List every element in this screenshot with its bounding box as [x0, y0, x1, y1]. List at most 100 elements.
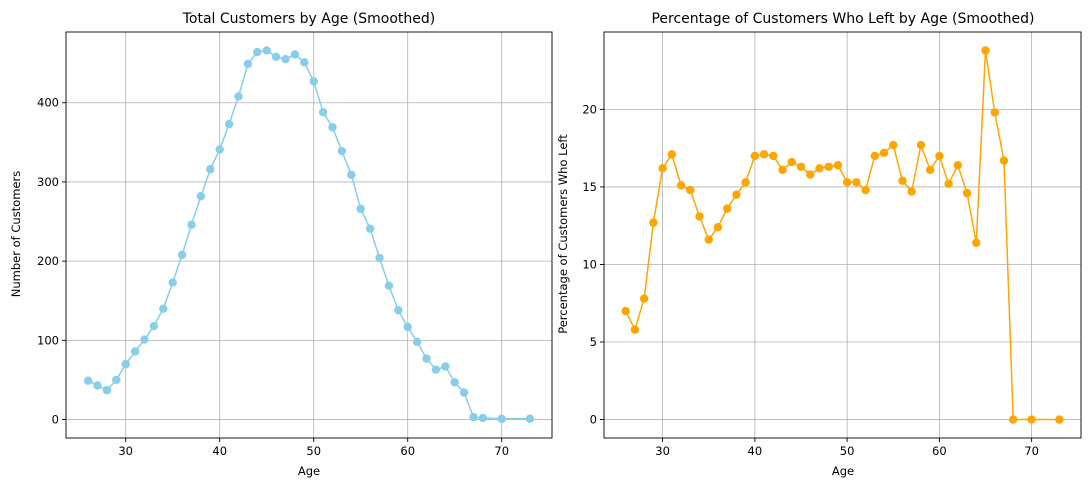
data-point	[935, 151, 944, 161]
data-point	[796, 162, 806, 171]
y-tick-label: 15	[582, 180, 597, 194]
data-point	[750, 151, 760, 161]
data-point	[196, 191, 206, 201]
y-tick-label: 10	[582, 257, 597, 271]
x-tick-label: 50	[306, 444, 321, 458]
data-point	[870, 151, 879, 161]
data-point	[861, 185, 870, 195]
data-point	[243, 59, 253, 69]
y-tick-label: 400	[37, 96, 59, 110]
ticks: 30 40 50 60 70 0 100 200 300 400	[37, 96, 509, 458]
data-point	[525, 414, 535, 423]
data-point	[224, 119, 234, 129]
data-point	[112, 375, 121, 385]
data-point	[713, 223, 723, 232]
x-tick-label: 30	[118, 444, 133, 458]
data-point	[497, 414, 506, 423]
data-point	[630, 325, 640, 334]
data-point	[394, 306, 403, 315]
data-point	[281, 54, 290, 64]
series	[621, 46, 1064, 424]
data-point	[130, 347, 140, 356]
data-point	[347, 170, 356, 180]
data-point	[478, 413, 488, 423]
grid	[604, 32, 1081, 438]
x-tick-label: 40	[212, 444, 227, 458]
data-point	[879, 148, 889, 158]
plot-frame	[65, 31, 553, 439]
data-point	[815, 164, 824, 173]
data-point	[778, 165, 787, 175]
series-line	[87, 49, 530, 420]
x-axis-label: Age	[832, 464, 854, 478]
chart-title: Percentage of Customers Who Left by Age …	[651, 11, 1034, 27]
data-point	[1027, 415, 1036, 424]
data-point	[999, 156, 1009, 165]
data-point	[356, 204, 365, 214]
data-point	[168, 278, 177, 287]
data-point	[149, 321, 159, 331]
data-point	[916, 140, 926, 150]
data-point	[365, 224, 375, 233]
x-axis-label: Age	[298, 464, 320, 478]
data-point	[215, 145, 224, 154]
data-point	[806, 170, 815, 179]
data-point	[206, 165, 215, 174]
data-point	[658, 164, 667, 173]
y-tick-label: 0	[52, 413, 59, 427]
data-point	[649, 218, 658, 227]
data-point	[403, 322, 412, 332]
data-point	[741, 178, 750, 187]
data-point	[469, 412, 478, 422]
data-point	[953, 161, 963, 170]
data-point	[889, 140, 898, 150]
data-point	[140, 335, 149, 344]
data-point	[337, 146, 347, 156]
data-point	[1008, 415, 1018, 424]
data-point	[431, 365, 441, 374]
y-tick-label: 20	[582, 102, 597, 116]
data-point	[907, 187, 916, 196]
data-point	[962, 188, 972, 198]
data-point	[833, 161, 843, 170]
data-point	[422, 354, 431, 363]
x-tick-label: 30	[655, 444, 670, 458]
x-tick-label: 70	[1024, 444, 1039, 458]
data-point	[177, 250, 187, 260]
data-point	[102, 386, 112, 395]
data-point	[842, 178, 852, 187]
data-point	[704, 235, 713, 244]
x-tick-label: 60	[400, 444, 415, 458]
chart-percentage-left: Percentage of Customers Who Left by Age …	[556, 11, 1082, 478]
data-point	[375, 253, 384, 263]
data-point	[852, 178, 861, 187]
data-point	[253, 47, 262, 57]
data-point	[290, 50, 300, 59]
data-point	[759, 150, 769, 159]
x-tick-label: 60	[932, 444, 947, 458]
data-point	[187, 220, 196, 229]
data-point	[732, 190, 741, 199]
data-point	[621, 306, 630, 316]
data-point	[972, 238, 981, 247]
y-tick-label: 100	[37, 333, 59, 347]
data-point	[459, 388, 469, 397]
chart-total-customers: Total Customers by Age (Smoothed) Age Nu…	[9, 11, 553, 478]
grid	[66, 32, 552, 438]
y-tick-label: 200	[37, 254, 59, 268]
series	[83, 46, 535, 423]
y-tick-label: 300	[37, 175, 59, 189]
data-point	[300, 58, 309, 67]
data-point	[262, 46, 271, 55]
data-point	[93, 381, 102, 390]
y-tick-label: 0	[590, 413, 597, 427]
data-point	[981, 46, 990, 55]
data-point	[121, 359, 130, 369]
data-point	[769, 151, 778, 161]
data-point	[686, 185, 695, 195]
plot-frame	[603, 31, 1082, 439]
data-point	[676, 181, 686, 190]
data-point	[412, 337, 422, 347]
y-tick-label: 5	[590, 335, 597, 349]
